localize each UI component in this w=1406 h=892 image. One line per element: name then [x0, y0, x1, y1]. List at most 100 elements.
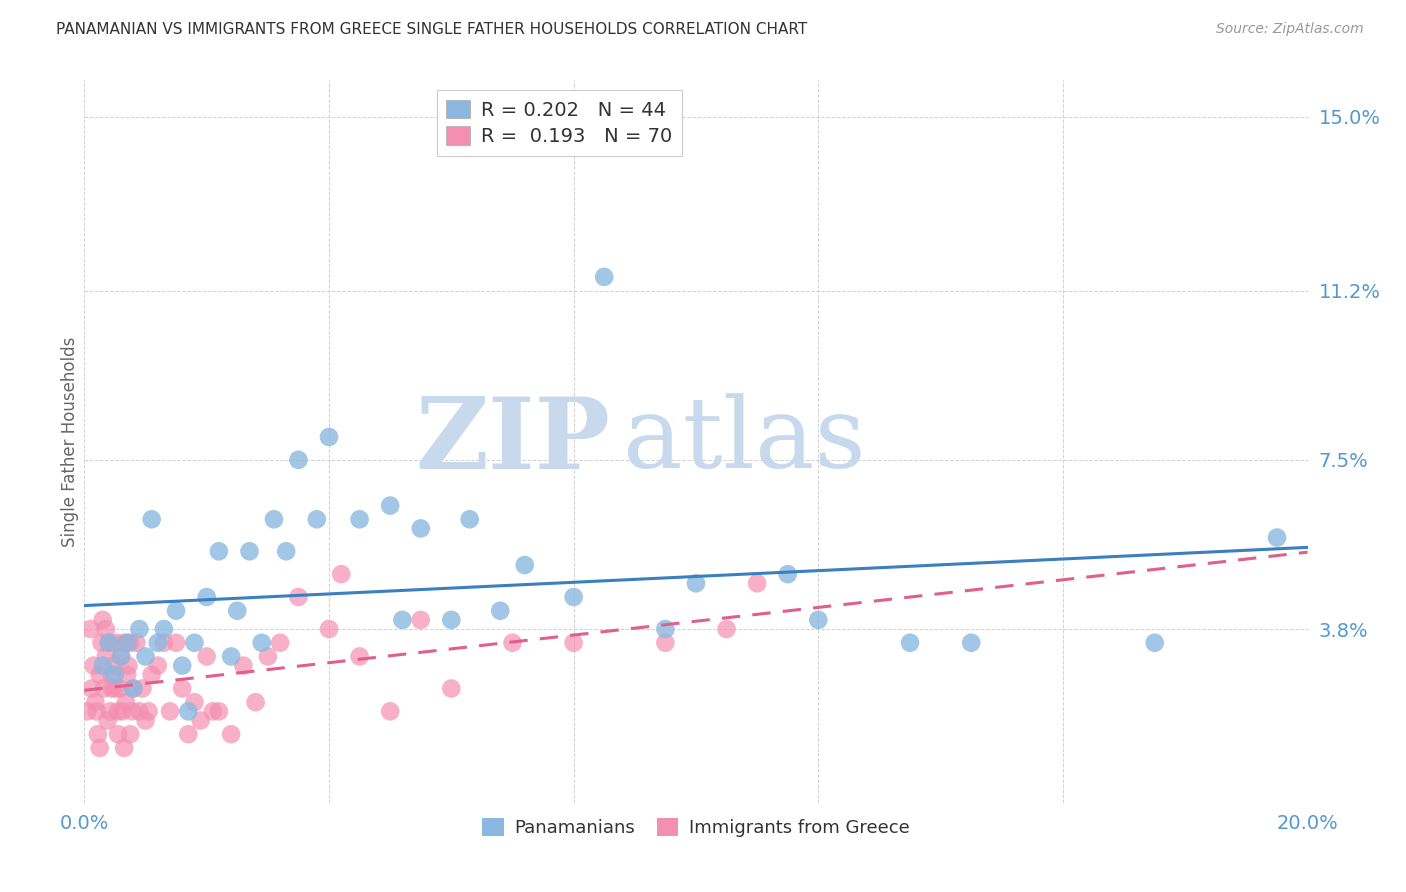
- Point: [172, 681, 194, 696]
- Point: [654, 636, 676, 650]
- Point: [195, 649, 218, 664]
- Point: [135, 714, 157, 728]
- Point: [80, 681, 103, 696]
- Point: [115, 636, 138, 650]
- Point: [238, 544, 260, 558]
- Point: [250, 636, 273, 650]
- Point: [201, 704, 224, 718]
- Point: [562, 636, 585, 650]
- Point: [94, 649, 117, 664]
- Point: [131, 681, 153, 696]
- Point: [110, 649, 132, 664]
- Point: [84, 695, 107, 709]
- Point: [263, 512, 285, 526]
- Point: [349, 512, 371, 526]
- Point: [90, 636, 112, 650]
- Point: [146, 636, 169, 650]
- Text: Source: ZipAtlas.com: Source: ZipAtlas.com: [1216, 22, 1364, 37]
- Point: [183, 636, 205, 650]
- Point: [409, 613, 432, 627]
- Point: [138, 704, 160, 718]
- Point: [208, 704, 231, 718]
- Point: [380, 499, 402, 513]
- Point: [76, 704, 98, 718]
- Point: [91, 613, 114, 627]
- Point: [122, 681, 145, 696]
- Point: [125, 636, 148, 650]
- Point: [226, 604, 249, 618]
- Text: atlas: atlas: [623, 393, 865, 490]
- Legend: Panamanians, Immigrants from Greece: Panamanians, Immigrants from Greece: [475, 811, 917, 845]
- Point: [380, 704, 402, 718]
- Point: [146, 658, 169, 673]
- Point: [128, 704, 150, 718]
- Y-axis label: Single Father Households: Single Father Households: [62, 336, 80, 547]
- Point: [128, 622, 150, 636]
- Point: [562, 590, 585, 604]
- Point: [97, 714, 120, 728]
- Point: [747, 576, 769, 591]
- Point: [305, 512, 328, 526]
- Point: [245, 695, 267, 709]
- Point: [83, 658, 105, 673]
- Point: [183, 695, 205, 709]
- Point: [111, 704, 134, 718]
- Point: [654, 622, 676, 636]
- Point: [98, 704, 121, 718]
- Point: [141, 667, 163, 681]
- Point: [120, 636, 142, 650]
- Point: [208, 544, 231, 558]
- Point: [440, 681, 463, 696]
- Point: [1143, 636, 1166, 650]
- Point: [153, 622, 176, 636]
- Point: [89, 667, 111, 681]
- Point: [960, 636, 983, 650]
- Text: PANAMANIAN VS IMMIGRANTS FROM GREECE SINGLE FATHER HOUSEHOLDS CORRELATION CHART: PANAMANIAN VS IMMIGRANTS FROM GREECE SIN…: [56, 22, 807, 37]
- Point: [89, 740, 111, 755]
- Point: [141, 512, 163, 526]
- Point: [101, 667, 124, 681]
- Point: [195, 590, 218, 604]
- Point: [117, 658, 139, 673]
- Point: [349, 649, 371, 664]
- Point: [269, 636, 291, 650]
- Point: [165, 604, 187, 618]
- Point: [219, 649, 242, 664]
- Point: [776, 567, 799, 582]
- Point: [440, 613, 463, 627]
- Point: [458, 512, 481, 526]
- Point: [108, 681, 131, 696]
- Point: [502, 636, 524, 650]
- Point: [232, 658, 254, 673]
- Point: [898, 636, 921, 650]
- Point: [121, 704, 143, 718]
- Point: [172, 658, 194, 673]
- Point: [593, 269, 616, 284]
- Point: [807, 613, 830, 627]
- Point: [165, 636, 187, 650]
- Point: [93, 681, 115, 696]
- Point: [318, 622, 340, 636]
- Point: [257, 649, 280, 664]
- Point: [79, 622, 101, 636]
- Point: [97, 636, 120, 650]
- Point: [330, 567, 353, 582]
- Point: [177, 727, 200, 741]
- Point: [287, 590, 309, 604]
- Point: [276, 544, 298, 558]
- Point: [94, 622, 117, 636]
- Point: [190, 714, 212, 728]
- Point: [86, 704, 108, 718]
- Point: [287, 453, 309, 467]
- Point: [104, 681, 127, 696]
- Point: [104, 667, 127, 681]
- Point: [159, 704, 181, 718]
- Point: [122, 681, 145, 696]
- Text: ZIP: ZIP: [415, 393, 610, 490]
- Point: [391, 613, 413, 627]
- Point: [135, 649, 157, 664]
- Point: [115, 667, 138, 681]
- Point: [107, 704, 129, 718]
- Point: [513, 558, 536, 572]
- Point: [107, 727, 129, 741]
